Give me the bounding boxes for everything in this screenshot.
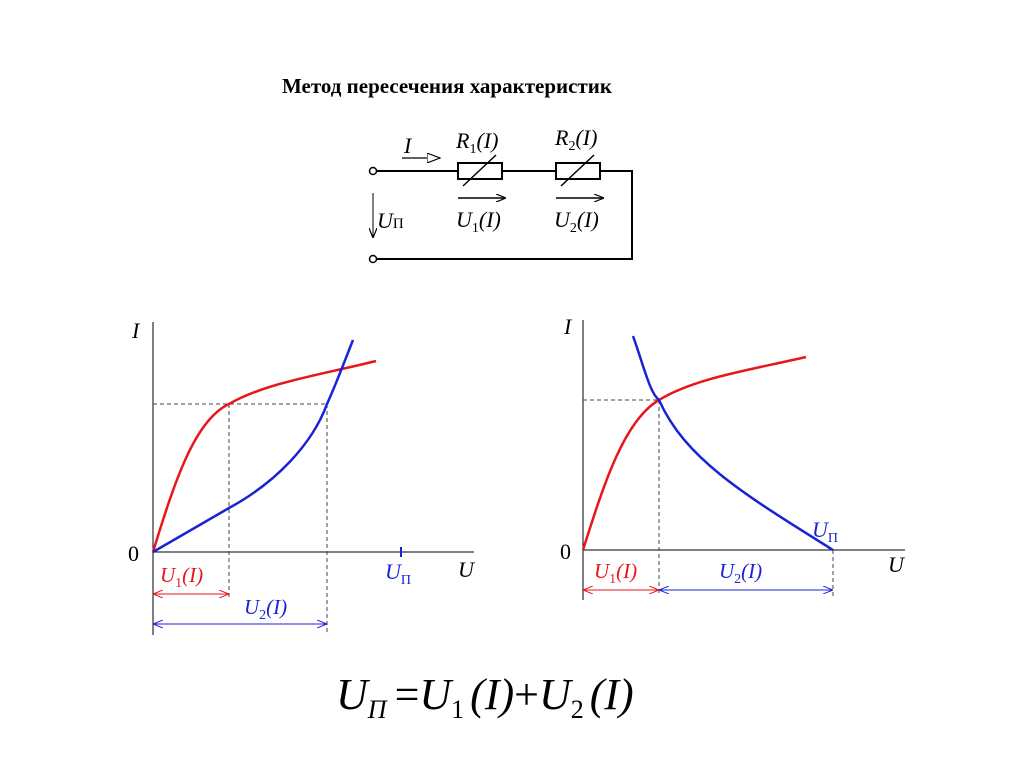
current-label: I [403, 133, 413, 158]
right-blue-curve [631, 335, 834, 552]
right-up-label: UП [812, 517, 838, 546]
right-u2-label: U2(I) [719, 559, 762, 587]
voltage-u2-label: U2(I) [554, 207, 599, 236]
left-red-curve [151, 359, 377, 553]
input-terminal-top [368, 166, 378, 176]
right-x-axis-label: U [888, 552, 906, 577]
circuit-diagram: I UП R1(I) R2(I) U1(I) U2(I) [368, 125, 633, 264]
slide-title: Метод пересечения характеристик [282, 74, 612, 98]
resistor-r2-slash [560, 154, 595, 187]
resistor-r1-label: R1(I) [455, 128, 498, 157]
source-voltage-label: UП [377, 208, 404, 233]
left-origin-label: 0 [128, 541, 139, 566]
left-u2-label: U2(I) [244, 595, 287, 623]
left-plot: I U 0 UП U1(I) U2(I) [128, 318, 476, 635]
right-plot: I U 0 UП U1(I) U2(I) [560, 314, 906, 600]
formula: UП =U1 (I)+U2 (I) [336, 670, 634, 724]
left-blue-curve [152, 339, 355, 554]
right-origin-label: 0 [560, 539, 571, 564]
input-terminal-bottom [368, 254, 378, 264]
resistor-r1-slash [462, 154, 497, 187]
right-y-axis-label: I [563, 314, 573, 339]
left-x-axis-label: U [458, 557, 476, 582]
voltage-u1-label: U1(I) [456, 207, 501, 236]
right-red-curve [581, 355, 807, 551]
resistor-r2-label: R2(I) [554, 125, 597, 154]
left-u1-label: U1(I) [160, 563, 203, 591]
left-up-label: UП [385, 559, 411, 588]
right-u1-label: U1(I) [594, 559, 637, 587]
left-y-axis-label: I [131, 318, 141, 343]
